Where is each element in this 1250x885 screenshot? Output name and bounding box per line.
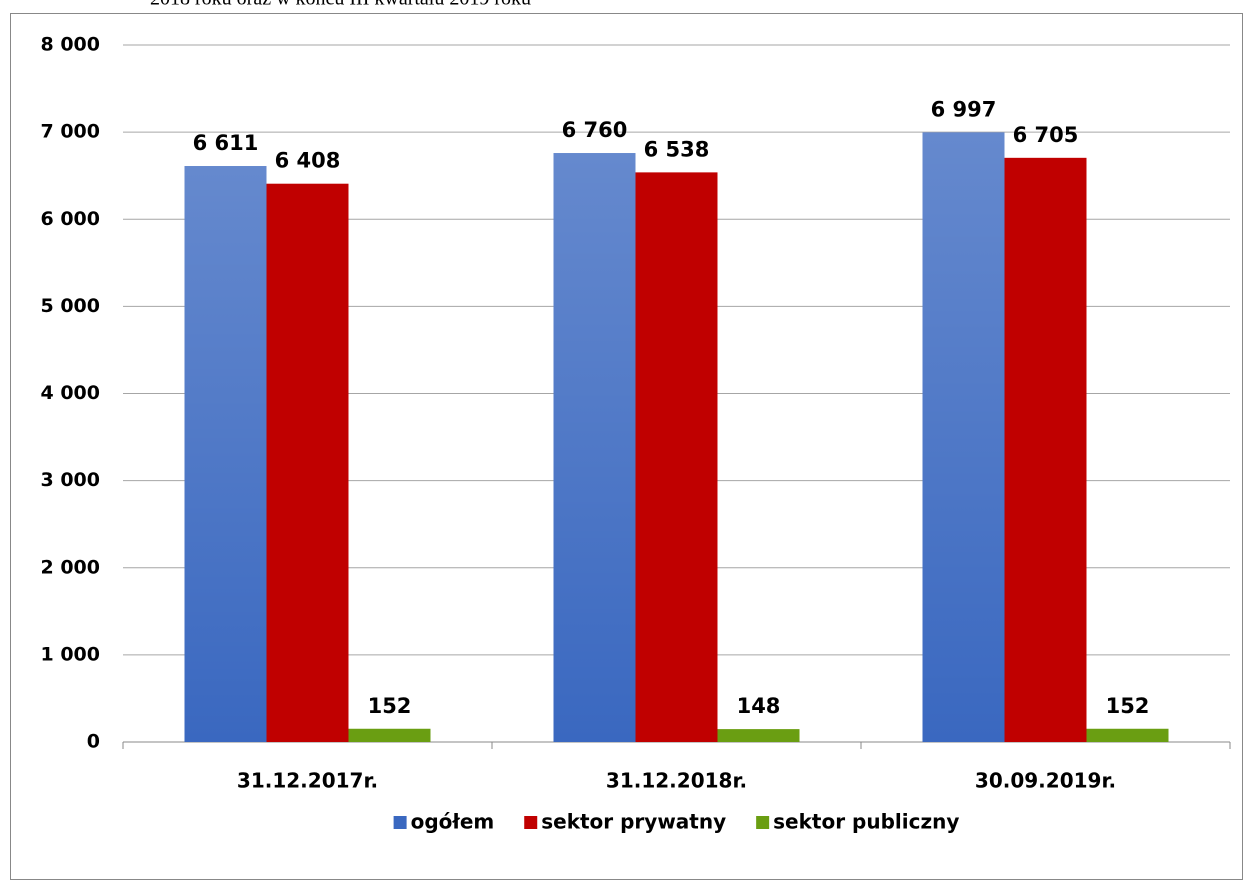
- y-tick-label: 4 000: [41, 382, 101, 404]
- legend-label: sektor publiczny: [773, 810, 959, 834]
- value-label: 6 538: [644, 137, 710, 161]
- y-tick-label: 0: [87, 731, 100, 753]
- bar-shade: [553, 153, 636, 742]
- legend-label: sektor prywatny: [541, 810, 726, 834]
- bar: [1004, 157, 1087, 742]
- bar: [635, 172, 718, 742]
- y-tick-label: 6 000: [41, 208, 101, 230]
- y-tick-label: 5 000: [41, 295, 101, 317]
- bar-shade: [922, 132, 1005, 743]
- x-tick-label: 31.12.2017r.: [237, 769, 378, 793]
- value-label: 152: [368, 694, 412, 718]
- y-tick-label: 2 000: [41, 556, 101, 578]
- y-tick-label: 8 000: [41, 34, 101, 56]
- bar-shade: [184, 166, 267, 743]
- value-label: 6 997: [931, 97, 997, 121]
- value-label: 152: [1106, 694, 1150, 718]
- legend-swatch: [756, 816, 770, 829]
- value-label: 148: [737, 694, 781, 718]
- value-label: 6 408: [275, 149, 341, 173]
- bar: [266, 183, 349, 742]
- bar: [348, 728, 431, 742]
- y-tick-label: 7 000: [41, 121, 101, 143]
- caption: 2018 roku oraz w końcu III kwartału 2019…: [150, 0, 531, 10]
- legend-swatch: [393, 816, 407, 829]
- value-label: 6 611: [193, 131, 259, 155]
- value-label: 6 705: [1013, 123, 1079, 147]
- bar: [1086, 728, 1169, 742]
- x-tick-label: 30.09.2019r.: [975, 769, 1116, 793]
- y-tick-label: 3 000: [41, 469, 101, 491]
- bar: [717, 729, 800, 742]
- legend-label: ogółem: [411, 810, 495, 834]
- value-label: 6 760: [562, 118, 628, 142]
- legend-swatch: [524, 816, 538, 829]
- y-tick-label: 1 000: [41, 643, 101, 665]
- x-tick-label: 31.12.2018r.: [606, 769, 747, 793]
